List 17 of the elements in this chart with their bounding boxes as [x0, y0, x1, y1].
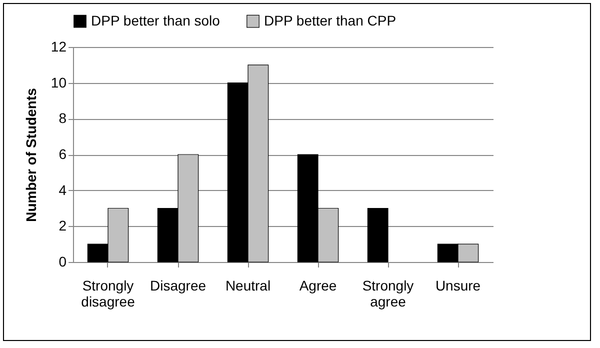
- y-tick-label: 0: [58, 254, 67, 270]
- y-tick-label: 4: [58, 182, 67, 198]
- x-tick-label: Strongly disagree: [81, 278, 136, 310]
- y-axis-title: Number of Students: [22, 88, 39, 222]
- x-tick-label: Agree: [299, 278, 337, 294]
- x-tick-label: Neutral: [225, 278, 271, 294]
- legend-label: DPP better than solo: [91, 12, 220, 28]
- y-tick-label: 8: [58, 110, 67, 126]
- x-tick-label: Strongly agree: [362, 278, 414, 310]
- x-tick-label: Disagree: [150, 278, 206, 294]
- y-tick-label: 6: [58, 146, 67, 162]
- y-tick-label: 10: [50, 74, 67, 90]
- y-tick-label: 2: [58, 218, 67, 234]
- bar: [367, 208, 388, 262]
- x-tick-label: Unsure: [435, 278, 481, 294]
- legend-label: DPP better than CPP: [264, 12, 396, 28]
- y-tick-label: 12: [50, 38, 67, 54]
